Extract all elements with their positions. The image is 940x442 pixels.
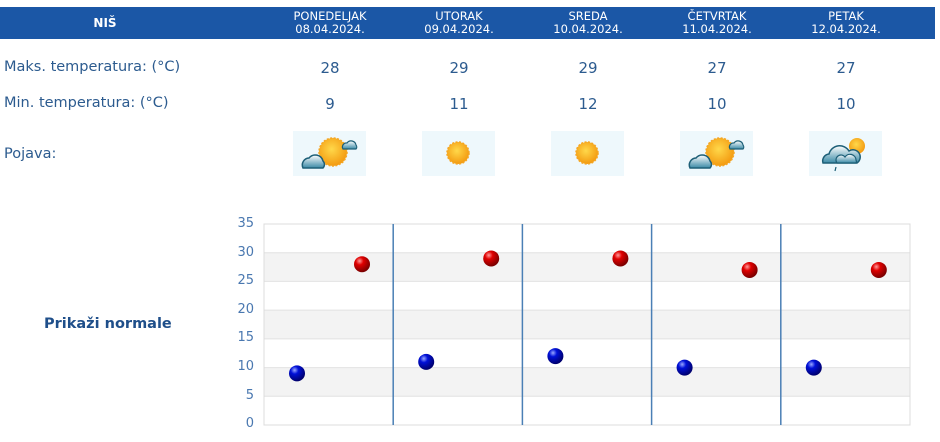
day-date: 08.04.2024. <box>295 22 365 36</box>
y-tick: 15 <box>237 330 254 345</box>
day-date: 10.04.2024. <box>553 22 623 36</box>
y-tick: 20 <box>237 302 254 317</box>
day-header-4: ČETVRTAK 11.04.2024. <box>672 7 762 39</box>
max-temp-value: 27 <box>707 59 727 77</box>
sunny-icon <box>551 131 624 176</box>
max-temp-value: 29 <box>449 59 469 77</box>
max-temp-marker <box>354 256 370 273</box>
day-date: 09.04.2024. <box>424 22 494 36</box>
min-temp-value: 12 <box>578 95 598 113</box>
max-temp-value: 27 <box>836 59 856 77</box>
phenomenon-label: Pojava: <box>4 146 57 162</box>
min-temp-marker <box>547 348 564 365</box>
y-tick: 35 <box>237 216 254 231</box>
min-temp-marker <box>289 365 305 382</box>
partly-cloudy-icon <box>293 131 366 176</box>
cloudy-light-rain-icon <box>809 131 882 176</box>
y-tick: 30 <box>237 245 254 260</box>
min-temp-value: 9 <box>325 95 335 113</box>
day-header-3: SREDA 10.04.2024. <box>543 7 633 39</box>
day-name: SREDA <box>568 9 608 23</box>
max-temp-marker <box>483 250 500 267</box>
day-date: 11.04.2024. <box>682 22 752 36</box>
day-header-2: UTORAK 09.04.2024. <box>414 7 504 39</box>
day-name: PONEDELJAK <box>293 9 367 23</box>
day-name: PETAK <box>828 9 864 23</box>
y-tick: 0 <box>245 416 254 431</box>
min-temp-label: Min. temperatura: (°C) <box>4 95 169 111</box>
max-temp-label: Maks. temperatura: (°C) <box>4 59 181 75</box>
min-temp-marker <box>805 359 822 376</box>
y-tick: 10 <box>237 359 254 374</box>
min-temp-value: 11 <box>449 95 469 113</box>
min-temp-value: 10 <box>836 95 856 113</box>
day-name: UTORAK <box>435 9 483 23</box>
sunny-icon <box>422 131 495 176</box>
min-temp-marker <box>676 359 693 376</box>
min-temp-value: 10 <box>707 95 727 113</box>
min-temp-marker <box>418 353 435 370</box>
show-normals-link[interactable]: Prikaži normale <box>44 316 172 332</box>
max-temp-value: 29 <box>578 59 598 77</box>
max-temp-marker <box>612 250 629 267</box>
forecast-header: NIŠ PONEDELJAK 08.04.2024. UTORAK 09.04.20… <box>0 7 935 39</box>
max-temp-marker <box>741 261 758 278</box>
y-tick: 5 <box>245 388 254 403</box>
day-date: 12.04.2024. <box>811 22 881 36</box>
max-temp-marker <box>870 261 887 278</box>
partly-cloudy-icon <box>680 131 753 176</box>
day-header-5: PETAK 12.04.2024. <box>801 7 891 39</box>
day-header-1: PONEDELJAK 08.04.2024. <box>285 7 375 39</box>
city-name: NIŠ <box>93 15 117 30</box>
day-name: ČETVRTAK <box>687 9 747 23</box>
max-temp-value: 28 <box>320 59 340 77</box>
y-tick: 25 <box>237 273 254 288</box>
